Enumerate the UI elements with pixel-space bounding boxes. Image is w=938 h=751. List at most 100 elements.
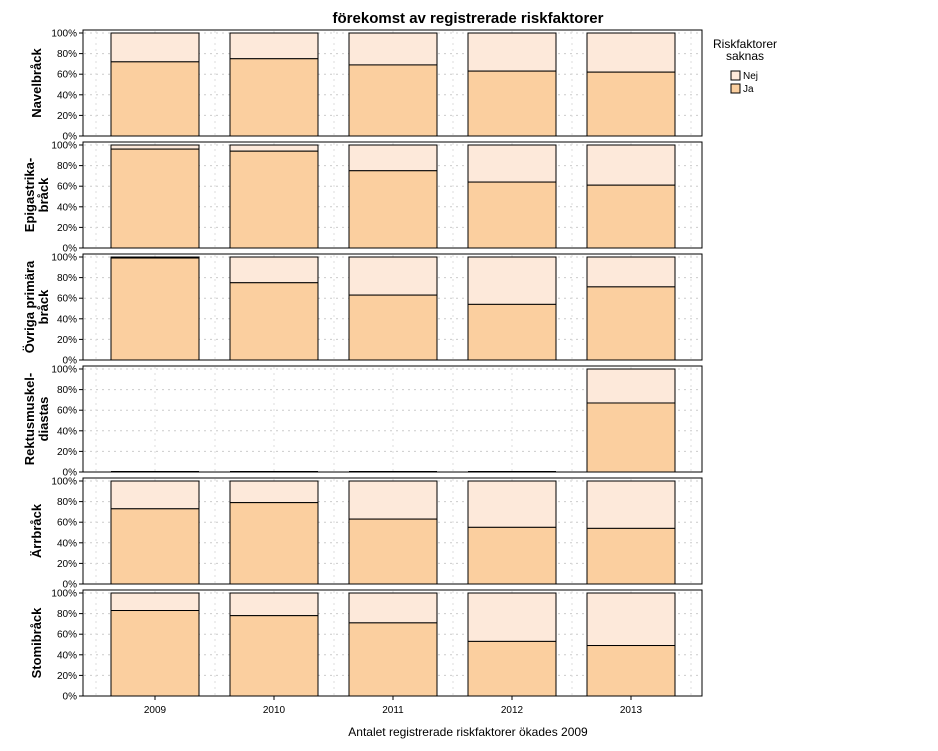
bar-nej [110, 592, 200, 612]
bar-ja [229, 282, 319, 361]
bar-nej [467, 256, 557, 305]
panel-0: 0% 20% 40% 60% 80% 100% Navelbråck [29, 29, 703, 143]
x-tick-label: 2009 [144, 705, 167, 716]
bar-ja [586, 286, 676, 361]
y-tick-label: 80% [57, 161, 77, 172]
y-tick-label: 100% [51, 589, 77, 600]
panel-4: 0% 20% 40% 60% 80% 100% Ärrbråck [29, 477, 703, 591]
bar-ja [110, 508, 200, 585]
y-tick-label: 80% [57, 497, 77, 508]
y-tick-label: 0% [63, 132, 78, 143]
bar-ja [586, 402, 676, 473]
y-tick-label: 20% [57, 447, 77, 458]
bar-nej [110, 480, 200, 510]
bar-nej [348, 144, 438, 172]
y-tick-label: 80% [57, 49, 77, 60]
bar-nej [229, 32, 319, 60]
bar-ja [467, 181, 557, 249]
y-tick-label: 100% [51, 141, 77, 152]
bar-nej [586, 256, 676, 288]
x-tick-label: 2012 [501, 705, 524, 716]
bar-nej [229, 480, 319, 504]
bar-nej [229, 256, 319, 284]
bar-nej [586, 144, 676, 186]
y-tick-label: 80% [57, 385, 77, 396]
x-tick-label: 2011 [382, 705, 404, 716]
y-tick-label: 100% [51, 365, 77, 376]
bar-nej [586, 368, 676, 404]
panel-2: 0% 20% 40% 60% 80% 100% Övriga primära bråck [22, 253, 703, 367]
y-tick-label: 80% [57, 273, 77, 284]
panel-label: bråck [36, 289, 51, 324]
bar-ja [348, 622, 438, 697]
y-tick-label: 80% [57, 609, 77, 620]
bar-ja [229, 502, 319, 585]
panel-3: 0% 20% 40% 60% 80% 100% Rektusmuskel-diastas [22, 365, 703, 479]
y-tick-label: 20% [57, 223, 77, 234]
bar-ja [229, 58, 319, 137]
bar-nej [110, 144, 200, 150]
legend-title: Riskfaktorer [713, 37, 777, 51]
bar-nej [348, 256, 438, 296]
panel-label: Stomibråck [29, 607, 44, 679]
y-tick-label: 20% [57, 111, 77, 122]
bar-ja [229, 150, 319, 249]
bar-nej [586, 480, 676, 529]
bar-ja [586, 71, 676, 137]
y-tick-label: 20% [57, 559, 77, 570]
bar-ja [229, 615, 319, 697]
panel-1: 0% 20% 40% 60% 80% 100% Epigastrika-bråck [22, 141, 703, 255]
bar-ja [110, 257, 200, 361]
bar-ja [586, 527, 676, 585]
y-tick-label: 40% [57, 90, 77, 101]
panels: 0% 20% 40% 60% 80% 100% Navelbråck 0% 20% 40% 60% 8… [22, 29, 703, 703]
y-tick-label: 40% [57, 314, 77, 325]
panel-label: bråck [36, 177, 51, 212]
bar-ja [110, 61, 200, 137]
y-tick-label: 100% [51, 477, 77, 488]
legend-entry: Nej [743, 71, 758, 82]
y-tick-label: 60% [57, 182, 77, 193]
panel-label: diastas [36, 397, 51, 442]
panel-label: Epigastrika- [22, 158, 37, 232]
bar-ja [467, 303, 557, 361]
legend-entry: Ja [743, 84, 754, 95]
bar-nej [467, 592, 557, 642]
bar-nej [586, 592, 676, 647]
y-tick-label: 40% [57, 650, 77, 661]
bar-ja [467, 640, 557, 697]
y-tick-label: 0% [63, 692, 78, 703]
chart-title: förekomst av registrerade riskfaktorer [333, 10, 604, 27]
bar-ja [348, 170, 438, 249]
bar-nej [110, 32, 200, 63]
bar-ja [110, 610, 200, 697]
x-tick-labels: 2009 2010 2011 2012 2013 [144, 696, 643, 716]
y-tick-label: 0% [63, 356, 78, 367]
panel-label: Navelbråck [29, 48, 44, 118]
bar-nej [467, 32, 557, 72]
bar-nej [348, 480, 438, 520]
bar-ja [110, 148, 200, 249]
y-tick-label: 20% [57, 671, 77, 682]
bar-nej [348, 592, 438, 624]
y-tick-label: 20% [57, 335, 77, 346]
bar-ja [348, 64, 438, 137]
bar-nej [348, 32, 438, 66]
y-tick-label: 60% [57, 630, 77, 641]
legend-swatch [730, 70, 741, 81]
y-tick-label: 40% [57, 538, 77, 549]
bar-nej [229, 592, 319, 617]
x-tick-label: 2013 [620, 705, 643, 716]
y-tick-label: 100% [51, 29, 77, 40]
panel-label: Rektusmuskel- [22, 373, 37, 465]
y-tick-label: 60% [57, 406, 77, 417]
bar-nej [229, 144, 319, 152]
panel-5: 0% 20% 40% 60% 80% 100% Stomibråck [29, 589, 703, 703]
y-tick-label: 100% [51, 253, 77, 264]
x-axis-label: Antalet registrerade riskfaktorer ökades… [348, 725, 588, 739]
y-tick-label: 60% [57, 294, 77, 305]
x-tick-label: 2010 [263, 705, 286, 716]
y-tick-label: 40% [57, 202, 77, 213]
